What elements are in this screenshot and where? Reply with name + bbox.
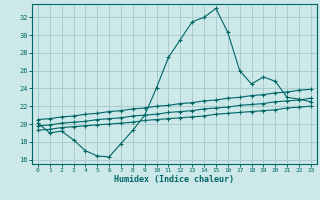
X-axis label: Humidex (Indice chaleur): Humidex (Indice chaleur) bbox=[115, 175, 234, 184]
